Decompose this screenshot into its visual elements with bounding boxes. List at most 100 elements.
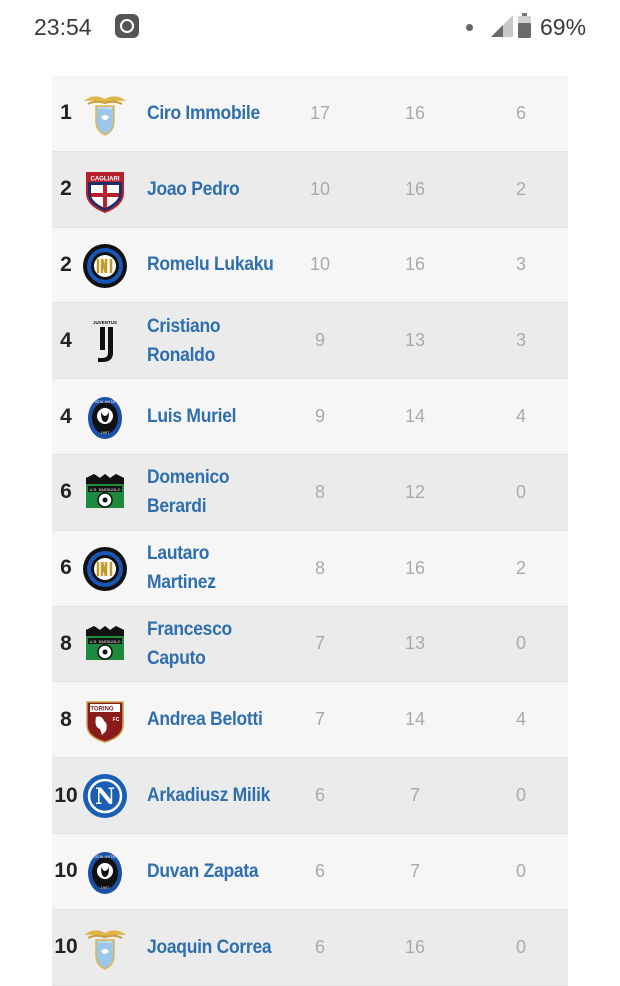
napoli-crest-icon: N	[83, 774, 127, 819]
lazio-crest-icon: S.S.LAZIO	[84, 96, 126, 136]
matches-played: 16	[404, 557, 426, 578]
goals: 8	[314, 557, 325, 578]
status-bar: 23:54 69%	[0, 0, 620, 58]
penalties: 0	[515, 936, 526, 957]
penalties: 0	[515, 860, 526, 881]
logo-text: ATALANTA	[95, 399, 115, 404]
player-name-link[interactable]: Arkadiusz Milik	[147, 785, 271, 807]
table-row: 2 Romelu Lukaku 10 16 3	[52, 227, 568, 304]
penalties: 6	[515, 102, 526, 123]
rank: 10	[54, 859, 78, 883]
matches-played: 7	[409, 785, 420, 806]
goals: 10	[309, 254, 331, 275]
rank: 4	[60, 328, 72, 352]
matches-played: 14	[404, 709, 426, 730]
goals: 6	[314, 936, 325, 957]
player-name-link[interactable]: Duvan Zapata	[147, 860, 259, 882]
penalties: 0	[515, 633, 526, 654]
penalties: 4	[515, 709, 526, 730]
logo-text: U.S. SASSUOLO	[90, 487, 121, 492]
table-row: 1 S.S.LAZIO Ciro Immobile 17 16 6	[52, 76, 568, 152]
sassuolo-crest-icon: U.S. SASSUOLO	[86, 473, 124, 508]
matches-played: 12	[404, 481, 426, 502]
matches-played: 16	[404, 254, 426, 275]
inter-crest-icon	[83, 243, 127, 288]
matches-played: 16	[404, 178, 426, 199]
lazio-crest-icon: S.S.LAZIO	[84, 930, 126, 970]
cagliari-crest-icon: CAGLIARI	[86, 171, 124, 213]
rank: 8	[60, 631, 72, 655]
table-row: 6 U.S. SASSUOLO Domenico Berardi 8 12 0	[52, 454, 568, 531]
penalties: 2	[515, 557, 526, 578]
penalties: 3	[515, 254, 526, 275]
matches-played: 13	[404, 330, 426, 351]
goals: 17	[309, 102, 331, 123]
rank: 4	[60, 404, 72, 428]
goals: 9	[314, 406, 325, 427]
table-row: 10 S.S.LAZIO Joaquin Correa 6 16 0	[52, 909, 568, 986]
player-name-link[interactable]: Ciro Immobile	[147, 102, 260, 124]
notification-dot-icon	[466, 24, 473, 31]
logo-text: CAGLIARI	[91, 176, 120, 182]
table-row: 4 ATALANTA 1907 Luis Muriel 9 14 4	[52, 379, 568, 455]
logo-text: TORINO	[90, 707, 114, 713]
top-scorers-table: 1 S.S.LAZIO Ciro Immobile 17 16 6 2 CAGL…	[52, 76, 568, 986]
atalanta-crest-icon: ATALANTA 1907	[88, 397, 122, 440]
table-row: 6 Lautaro Martinez 8 16 2	[52, 530, 568, 607]
logo-text: S.S.LAZIO	[98, 106, 113, 110]
status-time: 23:54	[34, 14, 92, 40]
goals: 10	[309, 178, 331, 199]
rank: 2	[60, 177, 72, 201]
rank: 8	[60, 707, 72, 731]
player-name-link[interactable]: Domenico Berardi	[147, 467, 230, 518]
goals: 6	[314, 860, 325, 881]
player-name-link[interactable]: Andrea Belotti	[147, 709, 263, 731]
matches-played: 13	[404, 633, 426, 654]
goals: 7	[314, 633, 325, 654]
logo-text: U.S. SASSUOLO	[90, 639, 121, 644]
matches-played: 7	[409, 860, 420, 881]
table-row: 2 CAGLIARI Joao Pedro 10 16 2	[52, 151, 568, 228]
goals: 7	[314, 709, 325, 730]
rank: 10	[54, 783, 78, 807]
player-name-link[interactable]: Luis Muriel	[147, 406, 237, 428]
penalties: 0	[515, 785, 526, 806]
penalties: 0	[515, 481, 526, 502]
table-row: 10 N Arkadiusz Milik 6 7 0	[52, 758, 568, 834]
player-name-link[interactable]: Romelu Lukaku	[147, 254, 274, 276]
juventus-crest-icon: JUVENTUS	[93, 320, 117, 363]
matches-played: 16	[404, 102, 426, 123]
battery-percentage: 69%	[540, 14, 587, 40]
table-row: 10 ATALANTA 1907 Duvan Zapata 6 7 0	[52, 833, 568, 910]
rank: 6	[60, 480, 72, 504]
penalties: 4	[515, 406, 526, 427]
table-row: 4 JUVENTUS Cristiano Ronaldo 9 13 3	[52, 303, 568, 380]
logo-text: 1907	[101, 885, 111, 890]
penalties: 2	[515, 178, 526, 199]
goals: 8	[314, 481, 325, 502]
rank: 6	[60, 556, 72, 580]
matches-played: 14	[404, 406, 426, 427]
player-name-link[interactable]: Cristiano Ronaldo	[147, 315, 221, 366]
mi-app-icon	[115, 14, 139, 38]
inter-crest-icon	[83, 546, 127, 591]
signal-icon	[491, 15, 513, 37]
player-name-link[interactable]: Joao Pedro	[147, 178, 240, 200]
torino-crest-icon: TORINO FC	[86, 701, 124, 744]
logo-text: JUVENTUS	[93, 320, 117, 325]
sassuolo-crest-icon: U.S. SASSUOLO	[86, 625, 124, 660]
rank: 10	[54, 935, 78, 959]
logo-text: N	[95, 784, 115, 810]
goals: 6	[314, 785, 325, 806]
player-name-link[interactable]: Francesco Caputo	[147, 618, 232, 669]
logo-text: 1907	[101, 430, 111, 435]
logo-text: FC	[113, 717, 120, 723]
player-name-link[interactable]: Joaquin Correa	[147, 936, 272, 958]
battery-icon	[518, 13, 531, 38]
table-row: 8 TORINO FC Andrea Belotti 7 14 4	[52, 682, 568, 759]
logo-text: S.S.LAZIO	[98, 940, 113, 944]
matches-played: 16	[404, 936, 426, 957]
player-name-link[interactable]: Lautaro Martinez	[147, 543, 216, 594]
atalanta-crest-icon: ATALANTA 1907	[88, 851, 122, 894]
goals: 9	[314, 330, 325, 351]
